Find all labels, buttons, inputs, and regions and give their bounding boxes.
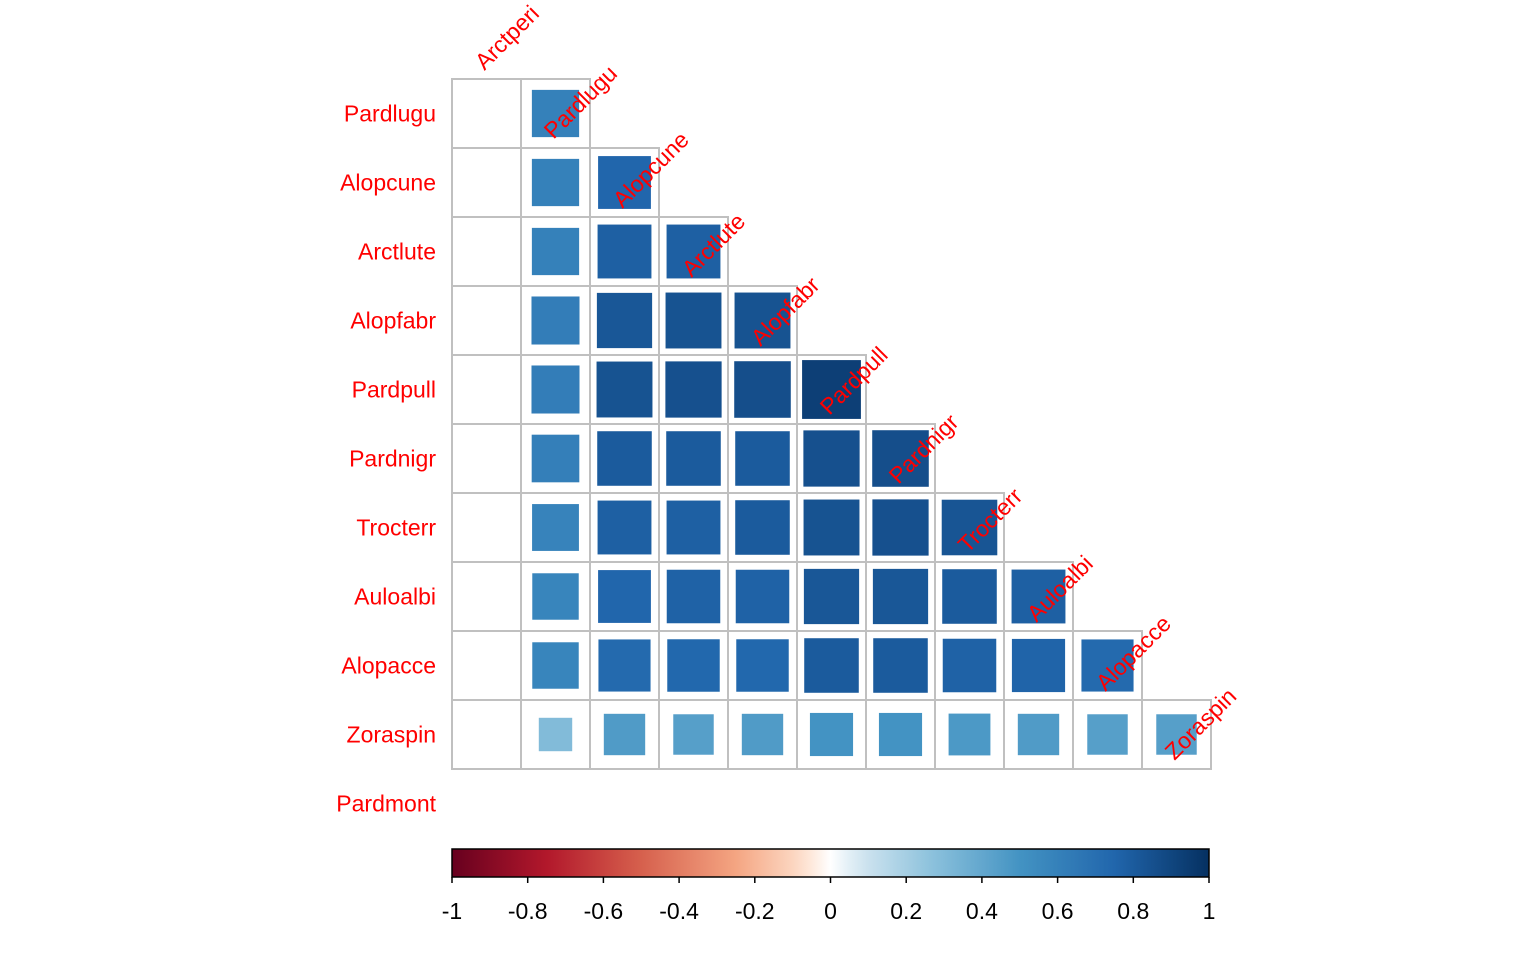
- correlation-cell: [734, 292, 791, 349]
- correlation-cell: [803, 568, 860, 625]
- correlation-cell: [809, 712, 854, 757]
- correlation-cell: [665, 292, 722, 349]
- cell-border: [451, 423, 522, 494]
- colorbar-tick-label: -0.2: [735, 898, 775, 924]
- correlation-cell: [603, 713, 646, 756]
- correlation-cell: [532, 642, 579, 689]
- correlation-cell: [665, 361, 722, 418]
- correlation-cell: [666, 224, 721, 279]
- correlation-cell: [873, 638, 928, 693]
- colorbar-tick-label: -0.6: [584, 898, 624, 924]
- correlation-cell: [948, 713, 991, 756]
- correlation-cell: [598, 570, 651, 623]
- row-label: Pardnigr: [349, 446, 436, 472]
- colorbar-gradient: [451, 848, 1210, 878]
- row-label: Zoraspin: [347, 722, 436, 748]
- correlation-cell: [667, 639, 720, 692]
- correlation-cell: [531, 158, 580, 207]
- correlation-cell: [596, 292, 653, 349]
- correlation-cell: [803, 430, 860, 487]
- cell-border: [451, 630, 522, 701]
- colorbar-tick-label: 0: [824, 898, 837, 924]
- colorbar-tick-label: -0.8: [508, 898, 548, 924]
- correlation-cell: [538, 717, 573, 752]
- correlation-cell: [1011, 638, 1066, 693]
- correlation-cell: [598, 156, 651, 209]
- row-label: Alopcune: [340, 170, 436, 196]
- correlation-cell: [1087, 714, 1128, 755]
- cell-border: [451, 216, 522, 287]
- colorbar-tick-label: 0.8: [1117, 898, 1149, 924]
- correlation-cell: [531, 227, 580, 276]
- colorbar-tick-label: 0.2: [890, 898, 922, 924]
- colorbar-tick-label: 0.4: [966, 898, 998, 924]
- row-labels: Pardlugu Alopcune Arctlute Alopfabr Pardpull…: [336, 101, 436, 817]
- correlation-cell: [735, 431, 790, 486]
- correlation-cell: [531, 296, 580, 345]
- correlation-cell: [673, 714, 714, 755]
- matrix-cells: [451, 78, 1212, 770]
- correlation-cell: [1156, 714, 1197, 755]
- correlation-cell: [736, 639, 789, 692]
- correlation-cell: [597, 431, 652, 486]
- colorbar-tick-label: 0.6: [1042, 898, 1074, 924]
- row-label: Pardpull: [352, 377, 436, 403]
- correlation-cell: [741, 713, 784, 756]
- column-label: Arctperi: [470, 0, 544, 74]
- correlation-cell: [1081, 639, 1134, 692]
- row-label: Pardmont: [336, 791, 436, 817]
- correlation-cell: [596, 361, 653, 418]
- cell-border: [451, 492, 522, 563]
- correlation-cell: [872, 568, 929, 625]
- row-label: Trocterr: [356, 515, 436, 541]
- cell-border: [451, 699, 522, 770]
- row-label: Alopacce: [341, 653, 436, 679]
- cell-border: [451, 78, 522, 149]
- cell-border: [451, 561, 522, 632]
- correlation-cell: [872, 430, 929, 487]
- correlation-cell: [872, 499, 929, 556]
- correlation-cell: [532, 504, 579, 551]
- correlation-cell: [1011, 569, 1066, 624]
- correlation-cell: [1017, 713, 1060, 756]
- row-label: Alopfabr: [350, 308, 436, 334]
- correlation-cell: [878, 712, 923, 757]
- cell-border: [451, 354, 522, 425]
- row-label: Arctlute: [358, 239, 436, 265]
- correlation-cell: [597, 500, 652, 555]
- row-label: Pardlugu: [344, 101, 436, 127]
- cell-border: [451, 285, 522, 356]
- correlation-cell: [941, 499, 998, 556]
- correlation-cell: [803, 499, 860, 556]
- correlation-cell: [942, 638, 997, 693]
- colorbar-tick-label: 1: [1203, 898, 1216, 924]
- correlation-cell: [804, 638, 859, 693]
- correlation-cell: [666, 500, 721, 555]
- correlation-cell: [666, 569, 721, 624]
- correlation-cell: [531, 89, 580, 138]
- colorbar-tick-label: -1: [442, 898, 462, 924]
- cell-border: [934, 699, 1005, 770]
- correlation-cell: [597, 224, 652, 279]
- cell-border: [1072, 699, 1143, 770]
- correlation-cell: [666, 431, 721, 486]
- colorbar-tick-label: -0.4: [659, 898, 699, 924]
- correlation-cell: [734, 361, 791, 418]
- correlation-cell: [802, 360, 861, 419]
- correlation-cell: [942, 569, 997, 624]
- row-label: Auloalbi: [354, 584, 436, 610]
- correlation-cell: [735, 500, 790, 555]
- correlation-cell: [735, 569, 790, 624]
- correlation-cell: [531, 365, 580, 414]
- correlation-cell: [531, 434, 580, 483]
- correlation-cell: [598, 639, 651, 692]
- cell-border: [451, 147, 522, 218]
- correlation-cell: [532, 573, 579, 620]
- color-legend: -1 -0.8 -0.6 -0.4 -0.2 0 0.2 0.4 0.6 0.8 1: [442, 848, 1216, 924]
- cell-border: [865, 699, 936, 770]
